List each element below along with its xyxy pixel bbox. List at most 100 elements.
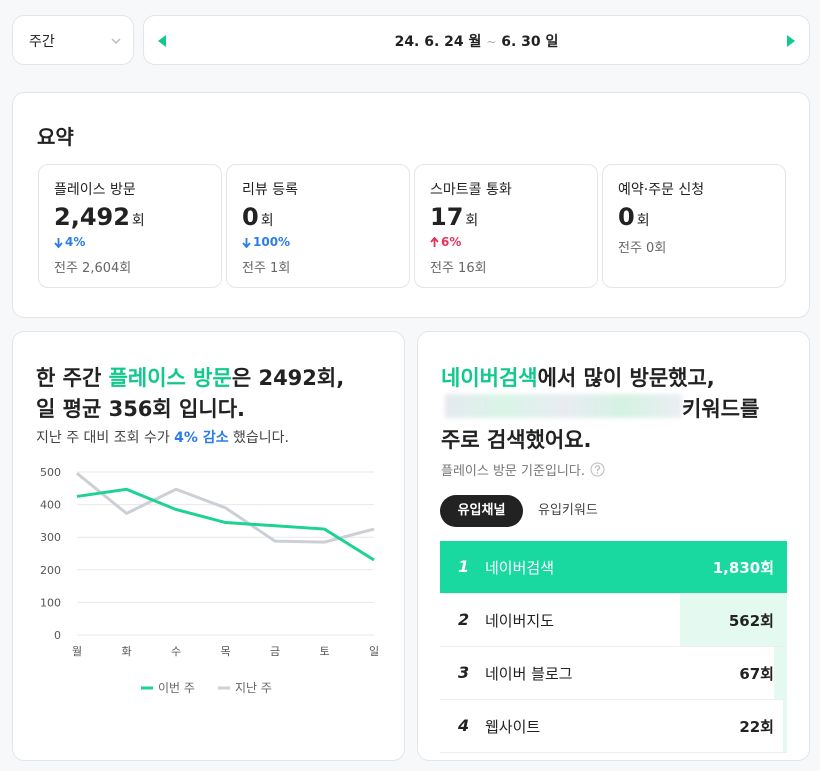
channel-table: 1 네이버검색 1,830회 2 네이버지도 562회 3 네이버 블로그 67회 4 웹사이트 22… [440, 541, 787, 771]
card-value: 17 회 [430, 203, 478, 231]
y-tick-label: 200 [40, 564, 61, 577]
x-tick-label: 금 [270, 645, 280, 658]
summary-card: 스마트콜 통화 17 회 6% 전주 16회 [414, 164, 598, 288]
legend-label: 이번 주 [158, 681, 195, 695]
rank: 1 [458, 557, 470, 576]
summary-card: 플레이스 방문 2,492 회 4% 전주 2,604회 [38, 164, 222, 288]
card-label: 리뷰 등록 [242, 182, 298, 198]
channel-row: 2 네이버지도 562회 [440, 594, 787, 647]
value-label: 1,830회 [712, 559, 774, 577]
visit-headline: 한 주간 플레이스 방문은 2492회, [36, 362, 344, 392]
value: 17 [430, 203, 464, 231]
channel-headline: 네이버검색에서 많이 방문했고, [441, 362, 715, 392]
y-tick-label: 0 [54, 629, 61, 642]
x-tick-label: 일 [369, 644, 379, 658]
value-bar [782, 700, 787, 752]
card-change: 100% [242, 235, 290, 249]
channel-name: 웹사이트 [485, 718, 541, 736]
card-change: 6% [430, 235, 461, 249]
visit-headline: 일 평균 356회 입니다. [36, 397, 245, 421]
change: 4% [65, 235, 86, 249]
text: 했습니다. [228, 430, 289, 446]
date-bar: 24. 6. 24 월 ~ 6. 30 일 [143, 15, 810, 65]
series-line [76, 472, 375, 544]
line-chart: 0 100 200 300 400 500 월 화 수 목 금 토 일이번 주 지난 주 [40, 466, 379, 695]
value-bar [680, 594, 787, 646]
x-tick-label: 화 [121, 645, 131, 658]
text: 은 2492회, [231, 366, 345, 390]
unit: 회 [465, 213, 479, 229]
prev-button[interactable] [156, 34, 168, 48]
text: 에서 많이 방문했고, [537, 366, 715, 390]
date-start: 24. 6. 24 월 [394, 34, 482, 50]
channel-name: 네이버 블로그 [485, 665, 573, 683]
page: 주간 24. 6. 24 월 ~ 6. 30 일 요약 플레이스 방문 2,49… [12, 15, 810, 761]
arrow-up [430, 236, 439, 247]
change: 100% [253, 235, 291, 249]
x-tick-label: 목 [220, 645, 230, 658]
summary-title: 요약 [37, 125, 74, 149]
card-change: 4% [54, 235, 85, 249]
series-line [76, 487, 375, 562]
visit-subtext: 지난 주 대비 조회 수가 4% 감소 했습니다. [36, 427, 289, 447]
channel-note: 플레이스 방문 기준입니다. [441, 460, 605, 479]
channel-row: 4 웹사이트 22회 [440, 700, 787, 753]
value-bar [440, 541, 787, 593]
change: 6% [441, 235, 462, 249]
channel-row: 3 네이버 블로그 67회 [440, 647, 787, 700]
card-previous: 전주 0회 [618, 241, 667, 256]
help-icon[interactable] [590, 462, 605, 477]
x-tick-label: 수 [171, 645, 181, 658]
card-label: 스마트콜 통화 [430, 182, 512, 198]
legend-label: 지난 주 [235, 681, 272, 695]
highlight: 플레이스 방문 [108, 366, 232, 390]
value: 0 [242, 203, 259, 231]
channel-panel: 네이버검색에서 많이 방문했고, 키워드를 주로 검색했어요. 플레이스 방문 … [417, 331, 810, 761]
unit: 회 [636, 213, 650, 229]
channel-row: 1 네이버검색 1,830회 [440, 541, 787, 594]
value-label: 22회 [739, 718, 774, 736]
date-range: 24. 6. 24 월 ~ 6. 30 일 [144, 31, 809, 51]
y-tick-label: 300 [40, 531, 61, 544]
unit: 회 [131, 213, 145, 229]
rank: 3 [458, 663, 470, 682]
tab[interactable]: 유입키워드 [538, 503, 598, 518]
highlight: 4% 감소 [174, 430, 229, 446]
arrow-down [242, 237, 251, 248]
x-tick-label: 토 [319, 645, 329, 658]
value: 2,492 [54, 203, 130, 231]
visit-panel: 한 주간 플레이스 방문은 2492회, 일 평균 356회 입니다. 지난 주… [12, 331, 405, 761]
y-tick-label: 100 [40, 596, 61, 609]
channel-headline: 키워드를 [682, 397, 760, 421]
blurred-keyword [445, 394, 682, 418]
value-label: 562회 [728, 612, 774, 630]
channel-name: 네이버검색 [485, 559, 555, 577]
card-value: 2,492 회 [54, 203, 145, 231]
card-label: 예약·주문 신청 [618, 182, 705, 198]
y-tick-label: 400 [40, 499, 61, 512]
unit: 회 [260, 213, 274, 229]
next-button[interactable] [785, 34, 797, 48]
value-label: 67회 [739, 665, 774, 683]
y-tick-label: 500 [40, 466, 61, 479]
channel-name: 네이버지도 [485, 612, 555, 630]
note: 플레이스 방문 기준입니다. [441, 464, 585, 479]
rank: 2 [458, 610, 470, 629]
period-select[interactable]: 주간 [12, 15, 134, 65]
date-separator: ~ [486, 35, 497, 49]
arrow-down [54, 237, 63, 248]
date-end: 6. 30 일 [501, 34, 559, 50]
channel-headline: 주로 검색했어요. [441, 428, 592, 452]
highlight: 네이버검색 [441, 366, 538, 390]
tab-active[interactable]: 유입채널 [440, 495, 523, 527]
value-bar [774, 647, 787, 699]
rank: 4 [458, 716, 470, 735]
card-previous: 전주 2,604회 [54, 261, 132, 276]
value: 0 [618, 203, 635, 231]
text: 한 주간 [36, 366, 109, 390]
